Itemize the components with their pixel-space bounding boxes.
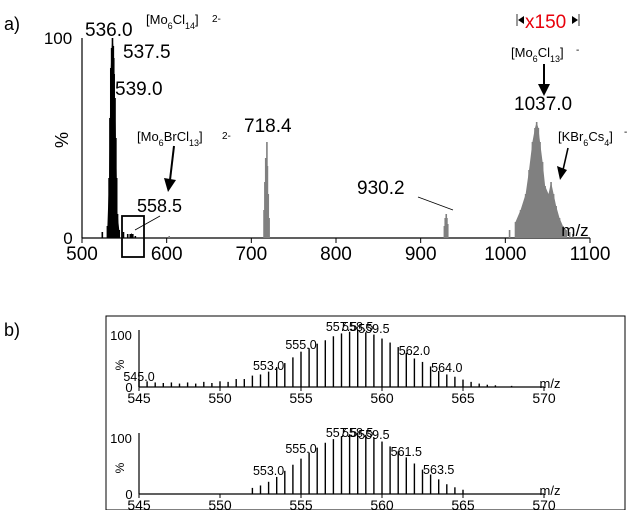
b2-peak-label-2: 557.5	[326, 426, 357, 440]
svg-text:2-: 2-	[212, 14, 221, 25]
peak-label-539: 539.0	[115, 79, 163, 100]
b1-peak-label-3: 557.5	[326, 320, 357, 334]
leader-930	[417, 196, 454, 211]
panel-a-y-label: %	[52, 132, 72, 148]
b1-peak-label-7: 564.0	[431, 361, 462, 375]
b1-peak-label-2: 555.0	[285, 338, 316, 352]
pb2-y-tick-0: 0	[125, 487, 132, 502]
arrow-kbr6cs4	[557, 147, 569, 180]
b2-xtick-label-5: 570	[532, 497, 556, 510]
panel-a-y-tick-100: 100	[44, 29, 72, 48]
panel-a-x-label: m/z	[561, 221, 588, 240]
panel-a-label: a)	[4, 14, 20, 34]
b2-peak-label-3: 558.5	[342, 426, 373, 440]
svg-text:x150: x150	[525, 12, 566, 33]
pa-xtick-label-0: 500	[66, 244, 98, 265]
svg-text:[KBr6Cs4]: [KBr6Cs4]	[558, 129, 613, 148]
species-mo6brcl13: [Mo6BrCl13] 2-	[137, 129, 231, 148]
panel-b-spectrum-top: 545 550 555 560 565 570 % m/z 100 0 545.0 553.…	[110, 320, 560, 406]
b1-xtick-label-0: 545	[127, 390, 151, 406]
b2-xtick-label-2: 555	[289, 497, 313, 510]
pa-xtick-label-6: 1100	[570, 244, 611, 265]
b2-xtick-label-4: 565	[451, 497, 475, 510]
peak-label-536: 536.0	[85, 20, 133, 41]
pb1-y-label: %	[113, 359, 127, 370]
pa-xtick-label-4: 900	[405, 244, 437, 265]
pb2-x-label: m/z	[540, 483, 561, 498]
b1-xtick-label-5: 570	[532, 390, 556, 406]
b2-xtick-label-0: 545	[127, 497, 151, 510]
svg-text:[Mo6Cl13]: [Mo6Cl13]	[511, 45, 564, 64]
b2-xtick-label-1: 550	[208, 497, 232, 510]
panel-b-spectrum-bottom: 545 550 555 560 565 570 % m/z 100 0 553.0555.…	[110, 426, 560, 510]
peak-label-930-2: 930.2	[357, 178, 405, 199]
pb1-x-label: m/z	[540, 376, 561, 391]
pa-main-cluster-fill	[107, 38, 120, 238]
b2-peak-label-4: 559.5	[358, 428, 389, 442]
arrow-mo6cl13	[538, 64, 550, 96]
b2-peak-label-5: 561.5	[391, 445, 422, 459]
leader-558	[134, 215, 161, 231]
peak-label-1037: 1037.0	[514, 94, 572, 115]
pb2-y-label: %	[113, 462, 127, 473]
b1-peak-label-6: 562.0	[399, 344, 430, 358]
b2-peak-label-0: 553.0	[253, 464, 284, 478]
magnification-marker: x150	[516, 12, 580, 33]
b1-peak-label-0: 545.0	[123, 370, 154, 384]
b1-peak-label-5: 559.5	[358, 322, 389, 336]
b1-xtick-label-2: 555	[289, 390, 313, 406]
panel-b-label: b)	[4, 320, 20, 340]
b2-peak-label-6: 563.5	[423, 463, 454, 477]
panel-a-y-tick-0: 0	[63, 229, 72, 248]
b1-peak-label-4: 558.5	[342, 320, 373, 334]
highlight-box	[121, 215, 145, 258]
b1-xtick-label-4: 565	[451, 390, 475, 406]
peak-label-558-5: 558.5	[137, 196, 182, 216]
svg-text:-: -	[576, 45, 579, 56]
pa-inset-peak-marker	[129, 233, 134, 238]
svg-text:[Mo6Cl14]: [Mo6Cl14]	[146, 12, 199, 31]
pb1-y-tick-0: 0	[125, 380, 132, 395]
svg-text:-: -	[624, 127, 627, 138]
panel-a-chart: 500 600 700 800 900 1000 1100 % m/z 0 100 536.…	[44, 12, 628, 265]
peak-label-537-5: 537.5	[123, 42, 171, 63]
svg-text:2-: 2-	[222, 131, 231, 142]
arrow-mo6brcl13	[164, 145, 176, 192]
pb1-y-tick-100: 100	[110, 328, 132, 343]
species-mo6cl14: [Mo6Cl14] 2-	[146, 12, 221, 31]
pa-xtick-label-5: 1000	[484, 244, 526, 265]
pb2-y-tick-100: 100	[110, 431, 132, 446]
pa-xtick-label-3: 800	[320, 244, 352, 265]
b1-peak-label-1: 553.0	[253, 359, 284, 373]
panel-b-frame	[105, 315, 626, 510]
pa-high-cluster-fill	[515, 122, 567, 238]
b2-peak-label-1: 555.0	[285, 442, 316, 456]
b1-xtick-label-3: 560	[370, 390, 394, 406]
species-kbr6cs4: [KBr6Cs4] -	[558, 127, 627, 148]
species-mo6cl13: [Mo6Cl13] -	[511, 45, 579, 64]
pa-xtick-label-1: 600	[151, 244, 183, 265]
peak-label-718-4: 718.4	[244, 116, 292, 137]
pa-xtick-label-2: 700	[235, 244, 267, 265]
svg-text:[Mo6BrCl13]: [Mo6BrCl13]	[137, 129, 203, 148]
b1-xtick-label-1: 550	[208, 390, 232, 406]
b2-xtick-label-3: 560	[370, 497, 394, 510]
